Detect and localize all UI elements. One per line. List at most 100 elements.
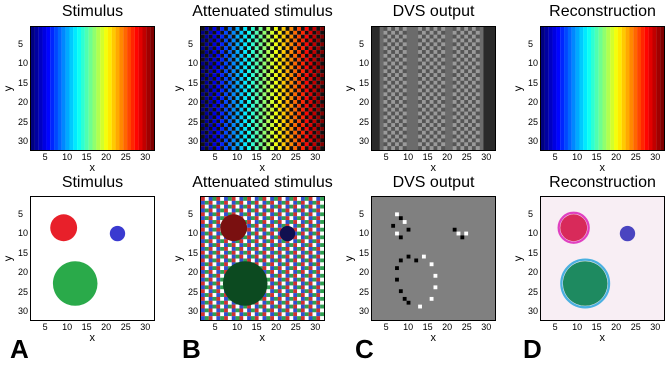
attenuated-cell	[300, 50, 305, 54]
attenuated-cell	[320, 42, 324, 47]
plot-image-c-top	[372, 27, 495, 150]
x-tick-label: 15	[81, 152, 92, 162]
mosaic-cell	[220, 246, 225, 251]
dvs-pixel	[387, 30, 392, 35]
attenuated-cell	[239, 69, 244, 74]
dvs-pixel	[429, 76, 434, 81]
attenuated-cell	[227, 46, 232, 51]
x-tick-label: 10	[572, 152, 583, 162]
mosaic-cell	[262, 243, 267, 248]
dvs-pixel	[395, 126, 399, 131]
attenuated-cell	[297, 42, 302, 47]
attenuated-cell	[297, 146, 302, 150]
attenuated-cell	[281, 61, 286, 66]
mosaic-cell	[320, 208, 324, 213]
dvs-pixel	[425, 130, 430, 135]
y-tick-label: 10	[359, 58, 370, 69]
mosaic-cell	[270, 239, 275, 244]
dvs-pixel	[471, 142, 476, 147]
attenuated-cell	[293, 96, 298, 101]
dvs-pixel	[464, 42, 469, 47]
dvs-pixel	[475, 96, 480, 101]
dvs-pixel	[387, 57, 392, 62]
attenuated-cell	[316, 92, 321, 97]
attenuated-cell	[289, 84, 294, 89]
attenuated-cell	[285, 146, 290, 150]
attenuated-cell	[300, 142, 305, 147]
attenuated-cell	[235, 73, 240, 78]
mosaic-cell	[289, 200, 294, 205]
attenuated-cell	[250, 30, 255, 35]
attenuated-cell	[293, 80, 298, 85]
dvs-pixel	[395, 73, 399, 78]
attenuated-cell	[208, 134, 213, 139]
dvs-pixel	[460, 42, 465, 47]
mosaic-cell	[227, 250, 232, 255]
attenuated-cell	[239, 111, 244, 116]
x-tick-label: 20	[271, 322, 282, 332]
dvs-pixel	[421, 30, 426, 35]
attenuated-cell	[262, 115, 267, 120]
mosaic-cell	[308, 220, 313, 224]
mosaic-cell	[266, 239, 271, 244]
attenuated-cell	[304, 42, 309, 47]
dvs-pixel	[398, 27, 403, 31]
attenuated-cell	[250, 138, 255, 143]
dvs-pixel	[471, 30, 476, 35]
attenuated-cell	[316, 69, 321, 74]
dvs-pixel	[418, 53, 423, 58]
attenuated-cell	[201, 123, 205, 128]
attenuated-cell	[208, 146, 213, 150]
plot-d-top	[540, 26, 665, 151]
mosaic-cell	[274, 223, 278, 228]
dvs-pixel	[387, 103, 392, 108]
attenuated-cell	[201, 50, 205, 54]
dvs-pixel	[402, 30, 407, 35]
dvs-pixel	[418, 100, 423, 104]
attenuated-cell	[274, 50, 278, 54]
attenuated-cell	[201, 119, 205, 124]
y-tick-label: 20	[188, 97, 199, 108]
mosaic-cell	[266, 254, 271, 259]
dvs-pixel	[383, 100, 388, 104]
y-tick-label: 15	[359, 247, 370, 258]
x-tick-label: 5	[552, 322, 558, 332]
attenuated-cell	[266, 65, 271, 70]
mosaic-cell	[201, 281, 205, 286]
mosaic-cell	[270, 312, 275, 317]
attenuated-cell	[297, 30, 302, 35]
attenuated-cell	[227, 130, 232, 135]
panel-title-a-bottom: Stimulus	[61, 174, 124, 191]
dvs-pixel	[452, 80, 457, 85]
attenuated-cell	[266, 50, 271, 54]
y-tick-label: 15	[18, 247, 29, 258]
dvs-pixel	[464, 123, 469, 128]
mosaic-cell	[204, 250, 209, 255]
attenuated-cell	[293, 92, 298, 97]
attenuated-cell	[212, 130, 217, 135]
gradient-column	[575, 27, 580, 150]
y-tick-label: 20	[359, 97, 370, 108]
attenuated-cell	[262, 42, 267, 47]
attenuated-cell	[243, 103, 248, 108]
mosaic-cell	[243, 246, 248, 251]
mosaic-cell	[262, 235, 267, 240]
attenuated-cell	[300, 111, 305, 116]
dvs-pixel	[460, 103, 465, 108]
attenuated-cell	[270, 130, 275, 135]
dvs-pixel	[468, 138, 473, 143]
mosaic-cell	[216, 208, 221, 213]
mosaic-cell	[270, 220, 275, 224]
mosaic-cell	[281, 289, 286, 294]
dvs-pixel	[452, 65, 457, 70]
mosaic-cell	[320, 293, 324, 298]
dvs-pixel	[475, 69, 480, 74]
y-tick-label: 10	[359, 228, 370, 239]
attenuated-cell	[266, 53, 271, 58]
mosaic-cell	[220, 273, 225, 278]
dvs-pixel	[418, 69, 423, 74]
attenuated-cell	[258, 42, 263, 47]
dvs-pixel	[452, 73, 457, 78]
attenuated-cell	[293, 88, 298, 93]
mosaic-cell	[304, 216, 309, 221]
